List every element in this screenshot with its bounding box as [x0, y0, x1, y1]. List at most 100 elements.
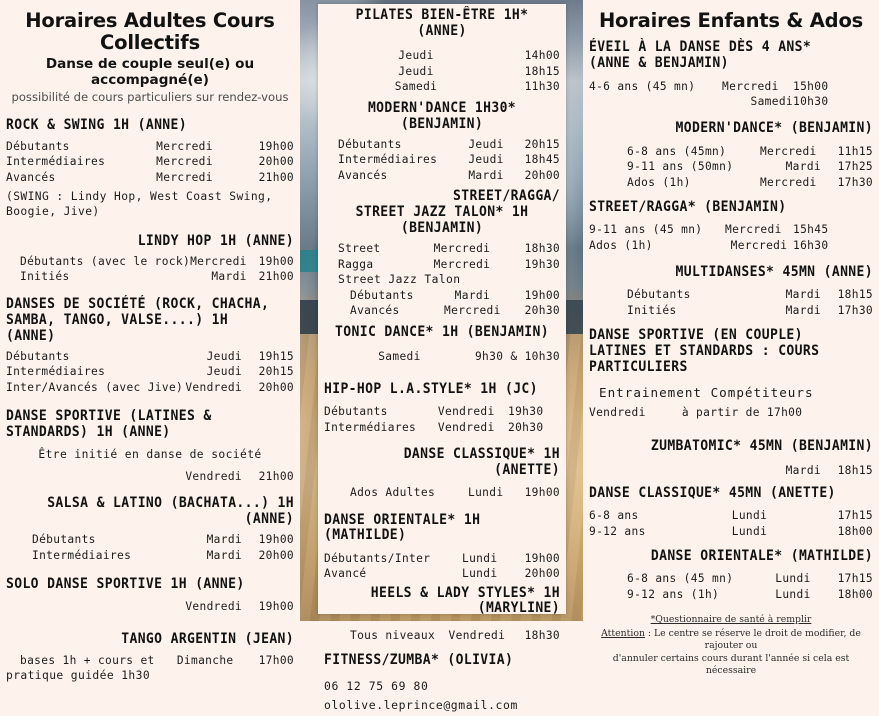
- row-day: Jeudi: [468, 153, 504, 167]
- row-label: Débutants: [6, 349, 70, 363]
- row-time: 17h30: [837, 175, 873, 189]
- row-time: 18h00: [837, 588, 873, 601]
- children-title: Horaires Enfants & Ados: [598, 9, 864, 32]
- section-title-pilates: PILATES BIEN-ÊTRE 1H* (ANNE): [355, 7, 529, 39]
- row-day: Mercredi: [433, 242, 491, 256]
- section-rows-rock-swing: Débutants Mercredi 19h00 Intermédiaires …: [6, 138, 294, 185]
- table-row: Intermédiaires Jeudi 20h15: [6, 364, 294, 380]
- middle-column-card: [318, 4, 566, 614]
- row-label: Ados Adultes: [350, 486, 436, 500]
- footer-health-questionnaire: *Questionnaire de santé à remplir: [650, 614, 812, 626]
- row-time: 19h30: [524, 257, 560, 271]
- table-row: Débutants Mardi 18h15: [589, 287, 873, 303]
- section-rows-hip-hop: Débutants Vendredi 19h30 Intermédiares V…: [324, 404, 560, 435]
- row-time: 19h00: [524, 551, 560, 565]
- swing-styles-note-line-2: Boogie, Jive): [6, 205, 100, 219]
- adults-title: Horaires Adultes Cours Collectifs: [25, 9, 275, 55]
- row-day: Jeudi: [206, 365, 242, 379]
- row-day: Mercredi: [722, 79, 779, 93]
- table-row: Intermédiaires Jeudi 18h45: [324, 152, 560, 168]
- row-day: Dimanche: [176, 653, 234, 667]
- table-row: Samedi 9h30 & 10h30: [324, 348, 560, 364]
- row-day: Mardi: [785, 463, 821, 477]
- row-time: 18h15: [524, 64, 560, 78]
- table-row: Ados Adultes Lundi 19h00: [324, 485, 560, 501]
- adults-note: possibilité de cours particuliers sur re…: [11, 90, 289, 105]
- section-title-eveil-line1: ÉVEIL À LA DANSE DÈS 4 ANS*: [589, 39, 812, 56]
- section-title-heels-line2: (MARYLINE): [477, 600, 560, 617]
- row-time: 18h30: [524, 628, 560, 642]
- row-label: Ragga: [338, 257, 374, 271]
- row-label: Initiés: [20, 270, 70, 284]
- row-label: 9-11 ans (45 mn): [589, 223, 703, 237]
- table-row: Vendredi 21h00: [6, 468, 294, 484]
- table-row: Avancé Lundi 20h00: [324, 566, 560, 582]
- section-rows-couple-sportive: Vendredi à partir de 17h00: [589, 405, 873, 421]
- row-time: 20h00: [258, 548, 294, 562]
- row-day: Lundi: [731, 524, 768, 538]
- section-rows-kids-street-ragga: 9-11 ans (45 mn) Mercredi 15h45 Ados (1h…: [589, 222, 873, 253]
- row-time: 18h00: [837, 524, 873, 538]
- poster-footer: *Questionnaire de santé à remplir Attent…: [589, 614, 873, 678]
- section-rows-modern-dance: Débutants Jeudi 20h15 Intermédiaires Jeu…: [324, 136, 560, 183]
- row-day: à partir de 17h00: [681, 406, 803, 420]
- row-label: Débutants: [338, 137, 402, 151]
- row-time: 20h00: [524, 168, 560, 182]
- row-day: Vendredi: [448, 628, 506, 642]
- section-title-danse-classique: DANSE CLASSIQUE* 1H (ANETTE): [403, 446, 560, 479]
- section-rows-zumbatomic: Mardi 18h15: [589, 463, 873, 479]
- row-time: 11h15: [837, 144, 873, 158]
- danse-sportive-prerequisite: Être initié en danse de société: [38, 448, 262, 462]
- row-day: Mardi: [468, 168, 504, 182]
- row-time: 21h00: [258, 469, 294, 483]
- row-label: [589, 94, 722, 110]
- schedule-poster: Horaires Adultes Cours Collectifs Danse …: [6, 0, 873, 712]
- section-title-couple-sportive-line1: DANSE SPORTIVE (EN COUPLE): [589, 327, 803, 344]
- row-time: 18h15: [837, 463, 873, 477]
- row-time: 19h00: [258, 600, 294, 614]
- row-day: Mardi: [785, 304, 821, 317]
- row-time: 20h00: [258, 380, 294, 394]
- section-title-hip-hop: HIP-HOP L.A.STYLE* 1H (JC): [324, 381, 538, 398]
- table-row: Jeudi 18h15: [324, 63, 560, 79]
- section-rows-lindy-hop: Débutants (avec le rock) Mercredi 19h00 …: [6, 254, 294, 285]
- section-title-kids-street-ragga: STREET/RAGGA* (BENJAMIN): [589, 199, 787, 216]
- row-label: Street: [338, 242, 381, 256]
- table-row: 6-8 ans (45mn) Mercredi 11h15: [589, 143, 873, 159]
- section-rows-eveil: 4-6 ans (45 mn) Mercredi 15h00 Samedi 10…: [589, 78, 873, 109]
- children-column: Horaires Enfants & Ados ÉVEIL À LA DANSE…: [583, 0, 879, 678]
- section-rows-tango-argentin: bases 1h + cours et Dimanche 17h00: [6, 652, 294, 668]
- table-row: Vendredi à partir de 17h00: [589, 405, 873, 421]
- adults-column: Horaires Adultes Cours Collectifs Danse …: [0, 0, 300, 683]
- section-title-danses-societe-line1: DANSES DE SOCIÉTÉ (ROCK, CHACHA,: [6, 295, 270, 312]
- row-label: Intermédiaires: [32, 548, 132, 562]
- row-day: Vendredi: [185, 600, 242, 614]
- table-row: Débutants Mardi 19h00: [6, 532, 294, 548]
- row-label: 6-8 ans (45mn): [627, 144, 727, 158]
- row-day: Mardi: [206, 548, 242, 562]
- row-day: Jeudi: [468, 137, 504, 151]
- row-day: Samedi: [394, 80, 438, 94]
- table-row: Débutants Mardi 19h00: [324, 287, 560, 303]
- row-day: Jeudi: [206, 349, 242, 363]
- section-title-zumbatomic: ZUMBATOMIC* 45MN (BENJAMIN): [650, 437, 873, 454]
- row-label: Initiés: [627, 304, 677, 317]
- section-rows-kids-danse-classique: 6-8 ans Lundi 17h15 9-12 ans Lundi 18h00: [589, 508, 873, 539]
- competitors-training-subhead: Entrainement Compétiteurs: [599, 385, 814, 401]
- section-rows-multidanses: Débutants Mardi 18h15 Initiés Mardi 17h3…: [589, 287, 873, 318]
- row-time: 19h00: [258, 254, 294, 268]
- swing-styles-note-line-1: (SWING : Lindy Hop, West Coast Swing,: [6, 190, 273, 204]
- table-row: Street Mercredi 18h30: [324, 241, 560, 257]
- row-time: 21h00: [258, 170, 294, 184]
- row-time: 20h15: [258, 365, 294, 379]
- row-day: Samedi: [378, 349, 421, 363]
- contact-phone[interactable]: 06 12 75 69 80: [324, 678, 429, 693]
- row-label: Avancé: [324, 567, 367, 581]
- row-time: 11h30: [524, 80, 560, 94]
- table-row: Samedi 10h30: [589, 94, 873, 110]
- contact-email[interactable]: ololive.leprince@gmail.com: [324, 698, 518, 713]
- table-row: Débutants Jeudi 20h15: [324, 136, 560, 152]
- tango-practice-note: pratique guidée 1h30: [6, 668, 151, 682]
- section-title-lindy-hop: LINDY HOP 1H (ANNE): [137, 232, 294, 249]
- row-day: Mercredi: [730, 238, 788, 252]
